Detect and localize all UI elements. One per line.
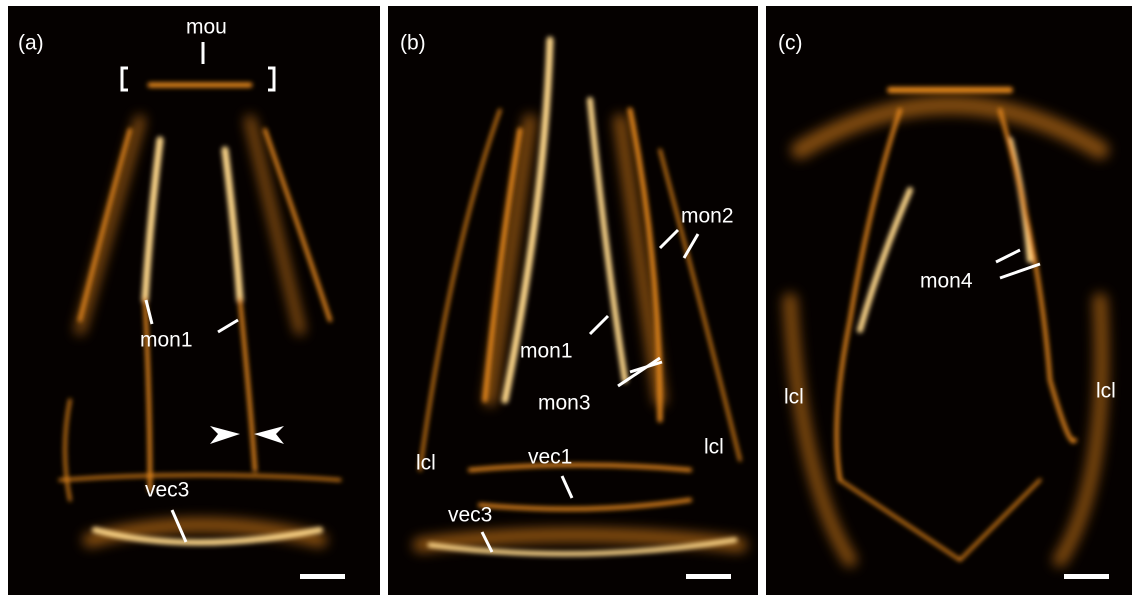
panel-c: (c) mon4 lcl lcl <box>766 6 1132 595</box>
scale-bar <box>300 574 345 579</box>
annotation: lcl <box>704 436 724 459</box>
panel-label: (c) <box>778 32 803 55</box>
annotation: mon4 <box>920 270 973 293</box>
annotation: mon1 <box>520 340 573 363</box>
panel-background <box>388 6 758 595</box>
panel-a: (a) mou mon1 vec3 <box>8 6 380 595</box>
annotation: lcl <box>784 386 804 409</box>
annotation: mou <box>186 16 227 39</box>
annotation: vec3 <box>448 504 492 527</box>
figure: (a) mou mon1 vec3 (b) mon2 mon1 <box>0 0 1132 595</box>
annotation: lcl <box>1096 380 1116 403</box>
annotation: lcl <box>416 452 436 475</box>
annotation: mon3 <box>538 392 591 415</box>
scale-bar <box>1064 574 1109 579</box>
annotation: mon1 <box>140 329 193 352</box>
scale-bar <box>686 574 731 579</box>
annotation: vec3 <box>145 479 189 502</box>
annotation: vec1 <box>528 446 572 469</box>
annotation: mon2 <box>681 205 734 228</box>
panel-label: (a) <box>18 32 44 55</box>
panel-b: (b) mon2 mon1 mon3 lcl vec1 vec3 lcl <box>388 6 758 595</box>
panel-label: (b) <box>400 32 426 55</box>
